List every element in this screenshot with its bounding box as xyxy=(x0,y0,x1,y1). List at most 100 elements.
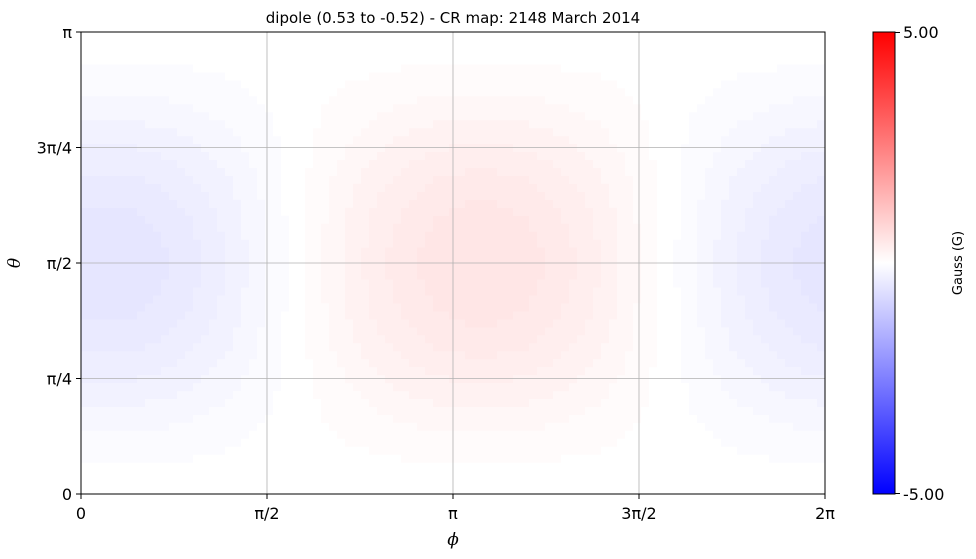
heatmap-cell xyxy=(297,47,306,57)
heatmap-cell xyxy=(113,326,122,336)
heatmap-cell xyxy=(465,302,474,312)
heatmap-cell xyxy=(641,207,650,216)
heatmap-cell xyxy=(377,263,386,272)
heatmap-cell xyxy=(113,270,122,280)
heatmap-cell xyxy=(521,422,530,431)
heatmap-cell xyxy=(401,119,410,129)
heatmap-cell xyxy=(513,334,522,344)
heatmap-cell xyxy=(289,207,298,216)
heatmap-cell xyxy=(441,342,450,352)
heatmap-cell xyxy=(137,446,146,455)
heatmap-cell xyxy=(465,215,474,224)
heatmap-cell xyxy=(313,430,322,439)
heatmap-cell xyxy=(737,350,746,360)
heatmap-cell xyxy=(617,398,626,407)
heatmap-cell xyxy=(337,454,346,463)
heatmap-cell xyxy=(441,454,450,463)
heatmap-cell xyxy=(577,55,586,65)
heatmap-cell xyxy=(545,486,554,494)
heatmap-cell xyxy=(745,71,754,81)
heatmap-cell xyxy=(697,438,706,447)
heatmap-cell xyxy=(313,382,322,392)
heatmap-cell xyxy=(321,486,330,494)
heatmap-cell xyxy=(105,151,114,161)
heatmap-cell xyxy=(289,310,298,320)
heatmap-cell xyxy=(673,159,682,169)
heatmap-cell xyxy=(201,167,210,176)
heatmap-cell xyxy=(385,358,394,368)
heatmap-cell xyxy=(401,39,410,49)
heatmap-cell xyxy=(193,215,202,224)
heatmap-cell xyxy=(321,310,330,320)
heatmap-cell xyxy=(193,47,202,57)
heatmap-cell xyxy=(497,215,506,224)
heatmap-cell xyxy=(601,231,610,240)
heatmap-cell xyxy=(697,390,706,400)
heatmap-cell xyxy=(689,47,698,57)
heatmap-cell xyxy=(161,446,170,455)
heatmap-cell xyxy=(497,318,506,328)
heatmap-cell xyxy=(561,183,570,192)
heatmap-cell xyxy=(169,159,178,169)
heatmap-cell xyxy=(417,191,426,200)
heatmap-cell xyxy=(289,263,298,272)
heatmap-cell xyxy=(257,207,266,216)
heatmap-cell xyxy=(329,366,338,376)
heatmap-cell xyxy=(441,286,450,296)
heatmap-cell xyxy=(625,446,634,455)
heatmap-cell xyxy=(561,350,570,360)
heatmap-cell xyxy=(689,87,698,97)
heatmap-cell xyxy=(745,326,754,336)
heatmap-cell xyxy=(361,486,370,494)
heatmap-cell xyxy=(297,326,306,336)
heatmap-cell xyxy=(705,215,714,224)
heatmap-cell xyxy=(313,167,322,176)
heatmap-cell xyxy=(433,215,442,224)
heatmap-cell xyxy=(601,199,610,208)
heatmap-cell xyxy=(761,422,770,431)
heatmap-cell xyxy=(433,103,442,113)
heatmap-cell xyxy=(305,366,314,376)
heatmap-cell xyxy=(665,398,674,407)
heatmap-cell xyxy=(545,278,554,288)
heatmap-cell xyxy=(377,119,386,129)
heatmap-cell xyxy=(425,103,434,113)
heatmap-cell xyxy=(529,127,538,137)
heatmap-cell xyxy=(505,358,514,368)
heatmap-cell xyxy=(617,470,626,479)
heatmap-cell xyxy=(521,478,530,487)
heatmap-cell xyxy=(713,127,722,137)
heatmap-cell xyxy=(257,294,266,304)
heatmap-cell xyxy=(553,350,562,360)
heatmap-cell xyxy=(545,183,554,192)
heatmap-cell xyxy=(561,255,570,264)
heatmap-cell xyxy=(729,239,738,248)
heatmap-cell xyxy=(89,39,98,49)
heatmap-cell xyxy=(353,199,362,208)
heatmap-cell xyxy=(97,470,106,479)
heatmap-cell xyxy=(505,302,514,312)
heatmap-cell xyxy=(673,127,682,137)
heatmap-cell xyxy=(745,486,754,494)
heatmap-cell xyxy=(249,127,258,137)
heatmap-cell xyxy=(433,263,442,272)
heatmap-cell xyxy=(761,414,770,423)
heatmap-cell xyxy=(473,414,482,423)
heatmap-cell xyxy=(569,278,578,288)
heatmap-cell xyxy=(465,95,474,105)
heatmap-cell xyxy=(297,263,306,272)
heatmap-cell xyxy=(433,318,442,328)
heatmap-cell xyxy=(569,446,578,455)
heatmap-cell xyxy=(625,422,634,431)
heatmap-cell xyxy=(673,446,682,455)
heatmap-cell xyxy=(457,103,466,113)
heatmap-cell xyxy=(153,470,162,479)
heatmap-cell xyxy=(289,71,298,81)
heatmap-cell xyxy=(393,32,402,41)
heatmap-cell xyxy=(289,318,298,328)
heatmap-cell xyxy=(89,119,98,129)
heatmap-cell xyxy=(377,342,386,352)
heatmap-cell xyxy=(505,199,514,208)
heatmap-cell xyxy=(561,215,570,224)
heatmap-cell xyxy=(585,87,594,97)
